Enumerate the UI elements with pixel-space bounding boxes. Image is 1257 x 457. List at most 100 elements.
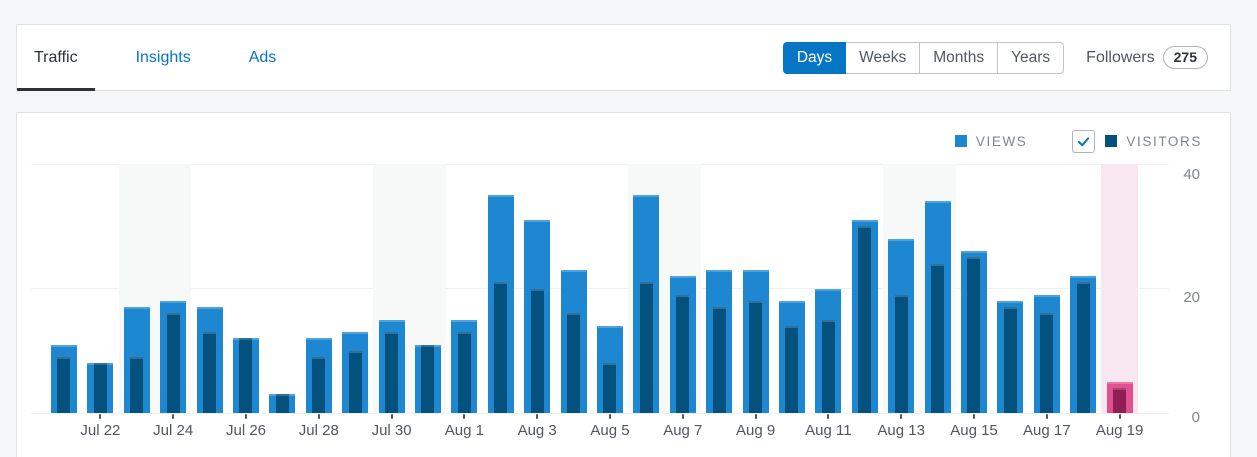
visitors-bar[interactable] [93,363,107,413]
bar-group-jul-30[interactable] [373,164,410,413]
visitors-bar[interactable] [57,356,71,413]
followers-link[interactable]: Followers 275 [1086,46,1208,69]
bar-group-aug-3[interactable] [519,164,555,413]
visitors-bar[interactable] [312,356,326,413]
visitors-bar[interactable] [421,344,435,413]
x-axis-label: Aug 7 [663,422,703,439]
bar-group-jul-25[interactable] [191,164,227,413]
x-axis-label: Jul 22 [80,422,121,439]
period-toggle-group: Days Weeks Months Years [782,41,1065,74]
visitors-bar[interactable] [457,332,471,413]
bar-group-jul-23[interactable] [118,164,155,413]
bar-group-aug-5[interactable] [592,164,628,413]
chart-card: VIEWS VISITORS 40 20 0 Jul 22 Jul 24 Jul 2… [16,112,1231,457]
x-axis-label: Aug 13 [877,422,925,439]
visitors-bar[interactable] [239,338,253,413]
bar-group-jul-29[interactable] [337,164,373,413]
bar-group-aug-6[interactable] [628,164,665,413]
x-tick [317,414,320,419]
bar-group-aug-7[interactable] [664,164,701,413]
bar-group-aug-13[interactable] [882,164,920,413]
x-axis-label: Jul 30 [371,422,412,439]
visitors-bar[interactable] [785,325,799,413]
visitors-bar[interactable] [676,294,690,413]
x-axis-label: Aug 3 [517,422,557,439]
visitors-bar[interactable] [931,263,945,413]
bar-group-aug-14[interactable] [919,164,956,413]
visitors-bar[interactable] [821,319,835,413]
check-icon [1078,136,1090,146]
visitors-bar[interactable] [203,332,217,413]
nav-spacer [317,25,783,90]
bar-group-aug-4[interactable] [555,164,591,413]
x-axis-label: Jul 28 [298,422,339,439]
gridline-20 [31,288,1169,289]
x-axis-label: Aug 19 [1095,422,1144,439]
visitors-checkbox[interactable] [1072,129,1096,153]
x-tick [1045,414,1048,419]
visitors-bar[interactable] [348,350,362,413]
period-button-weeks[interactable]: Weeks [845,41,921,74]
gridline-40 [31,164,1169,165]
visitors-bar[interactable] [166,313,180,413]
visitors-swatch-icon [1105,135,1118,147]
bar-group-aug-16[interactable] [992,164,1028,413]
x-tick [245,414,247,419]
followers-count-badge: 275 [1162,46,1208,69]
bar-group-jul-21[interactable] [46,164,82,413]
bar-group-aug-15[interactable] [956,164,992,413]
x-axis-label: Aug 9 [735,422,776,439]
bar-group-aug-10[interactable] [774,164,810,413]
visitors-bar[interactable] [494,282,508,413]
visitors-bar[interactable] [1076,282,1090,413]
visitors-bar[interactable] [567,313,581,413]
bar-group-jul-26[interactable] [228,164,264,413]
visitors-bar[interactable] [530,288,544,413]
visitors-bar[interactable] [130,356,144,413]
bar-group-aug-8[interactable] [701,164,737,413]
bar-group-aug-12[interactable] [847,164,883,413]
bar-group-aug-18[interactable] [1065,164,1101,413]
tab-traffic[interactable]: Traffic [17,25,95,91]
bar-group-aug-2[interactable] [483,164,519,413]
bar-group-jul-24[interactable] [154,164,192,413]
visitors-bar[interactable] [275,394,289,413]
bar-group-jul-27[interactable] [264,164,300,413]
tab-insights[interactable]: Insights [135,48,191,66]
visitors-bar[interactable] [894,294,908,413]
bar-group-aug-11[interactable] [810,164,846,413]
bar-group-jul-28[interactable] [301,164,337,413]
visitors-bar[interactable] [1040,313,1054,413]
x-axis-label: Jul 26 [225,422,267,439]
visitors-bar[interactable] [712,307,726,413]
x-tick [609,414,611,419]
x-tick [172,414,175,419]
period-button-years[interactable]: Years [997,41,1065,74]
visitors-bar[interactable] [385,332,399,413]
bar-group-aug-9[interactable] [737,164,773,413]
bar-group-aug-1[interactable] [446,164,482,413]
bar-group-aug-19[interactable] [1101,164,1138,413]
visitors-bar[interactable] [858,226,872,413]
visitors-bar[interactable] [603,363,617,413]
chart-legend: VIEWS VISITORS [954,128,1202,154]
x-tick [900,414,903,419]
visitors-bar[interactable] [967,257,981,413]
x-tick [827,414,830,419]
visitors-bar[interactable] [749,300,763,413]
bar-group-jul-31[interactable] [409,164,447,413]
visitors-bar[interactable] [1003,307,1017,413]
bar-group-aug-17[interactable] [1029,164,1065,413]
x-axis-label: Jul 24 [153,422,194,439]
plot-area [46,164,1138,413]
x-tick [1118,414,1121,419]
tab-ads[interactable]: Ads [248,48,277,66]
visitors-bar[interactable] [1113,388,1127,413]
period-button-days[interactable]: Days [782,41,847,74]
visitors-bar[interactable] [639,282,653,413]
x-tick [390,414,393,419]
period-button-months[interactable]: Months [919,41,999,74]
stats-tabs: Traffic Insights Ads [17,25,317,91]
bar-group-jul-22[interactable] [82,164,118,413]
